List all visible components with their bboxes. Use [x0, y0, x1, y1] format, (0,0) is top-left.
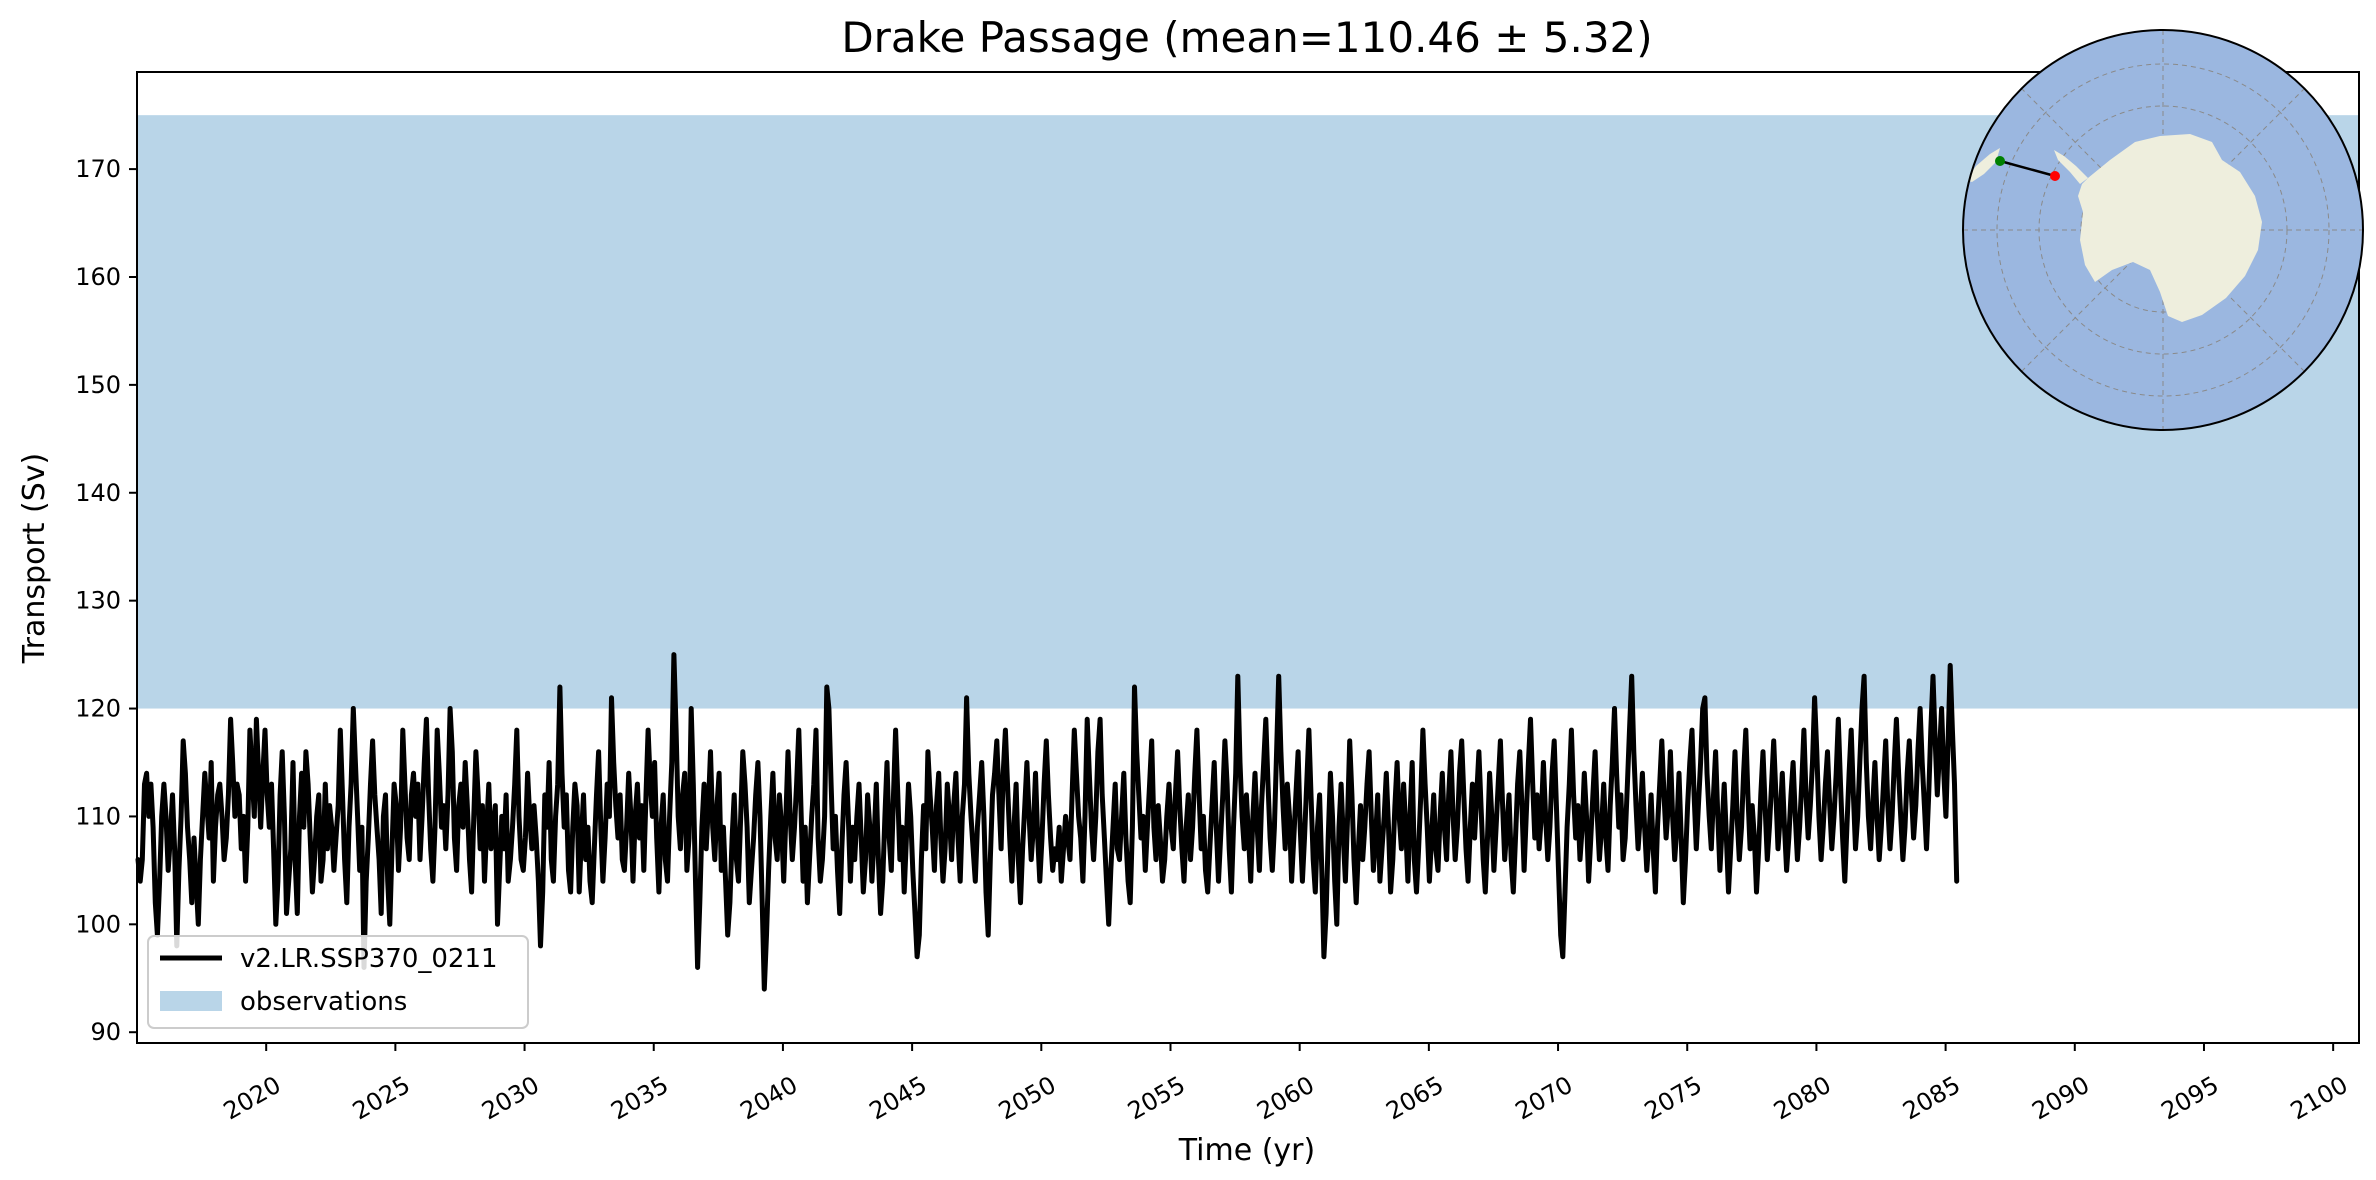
- section-start-marker: [1995, 156, 2005, 166]
- y-axis-label: Transport (Sv): [17, 453, 52, 665]
- y-tick-label: 140: [75, 479, 121, 507]
- y-tick-label: 110: [75, 802, 121, 830]
- antarctic-peninsula: [2054, 150, 2088, 184]
- y-tick-label: 120: [75, 695, 121, 723]
- inset-map: [1962, 29, 2364, 431]
- chart-title: Drake Passage (mean=110.46 ± 5.32): [841, 13, 1652, 62]
- y-tick-label: 100: [75, 910, 121, 938]
- series-line: [135, 652, 1960, 992]
- plot-frame: [136, 71, 2360, 1044]
- y-tick-label: 160: [75, 263, 121, 291]
- legend-observations-label: observations: [240, 987, 407, 1017]
- y-tick-label: 150: [75, 371, 121, 399]
- y-tick-label: 130: [75, 587, 121, 615]
- legend-band-swatch: [160, 991, 222, 1011]
- map-border: [1962, 29, 2364, 431]
- legend: v2.LR.SSP370_0211 observations: [147, 935, 529, 1029]
- south-america-tip: [1966, 148, 2000, 182]
- x-axis-label: Time (yr): [1178, 1133, 1315, 1168]
- antarctica-landmass: [2078, 134, 2262, 322]
- legend-box: [147, 935, 529, 1029]
- legend-series-label: v2.LR.SSP370_0211: [240, 944, 498, 974]
- y-axis: 90 100 110 120 130 140 150 160 170: [75, 155, 137, 1046]
- section-end-marker: [2050, 171, 2060, 181]
- y-tick-label: 90: [90, 1018, 121, 1046]
- section-line: [1999, 159, 2056, 178]
- y-tick-label: 170: [75, 155, 121, 183]
